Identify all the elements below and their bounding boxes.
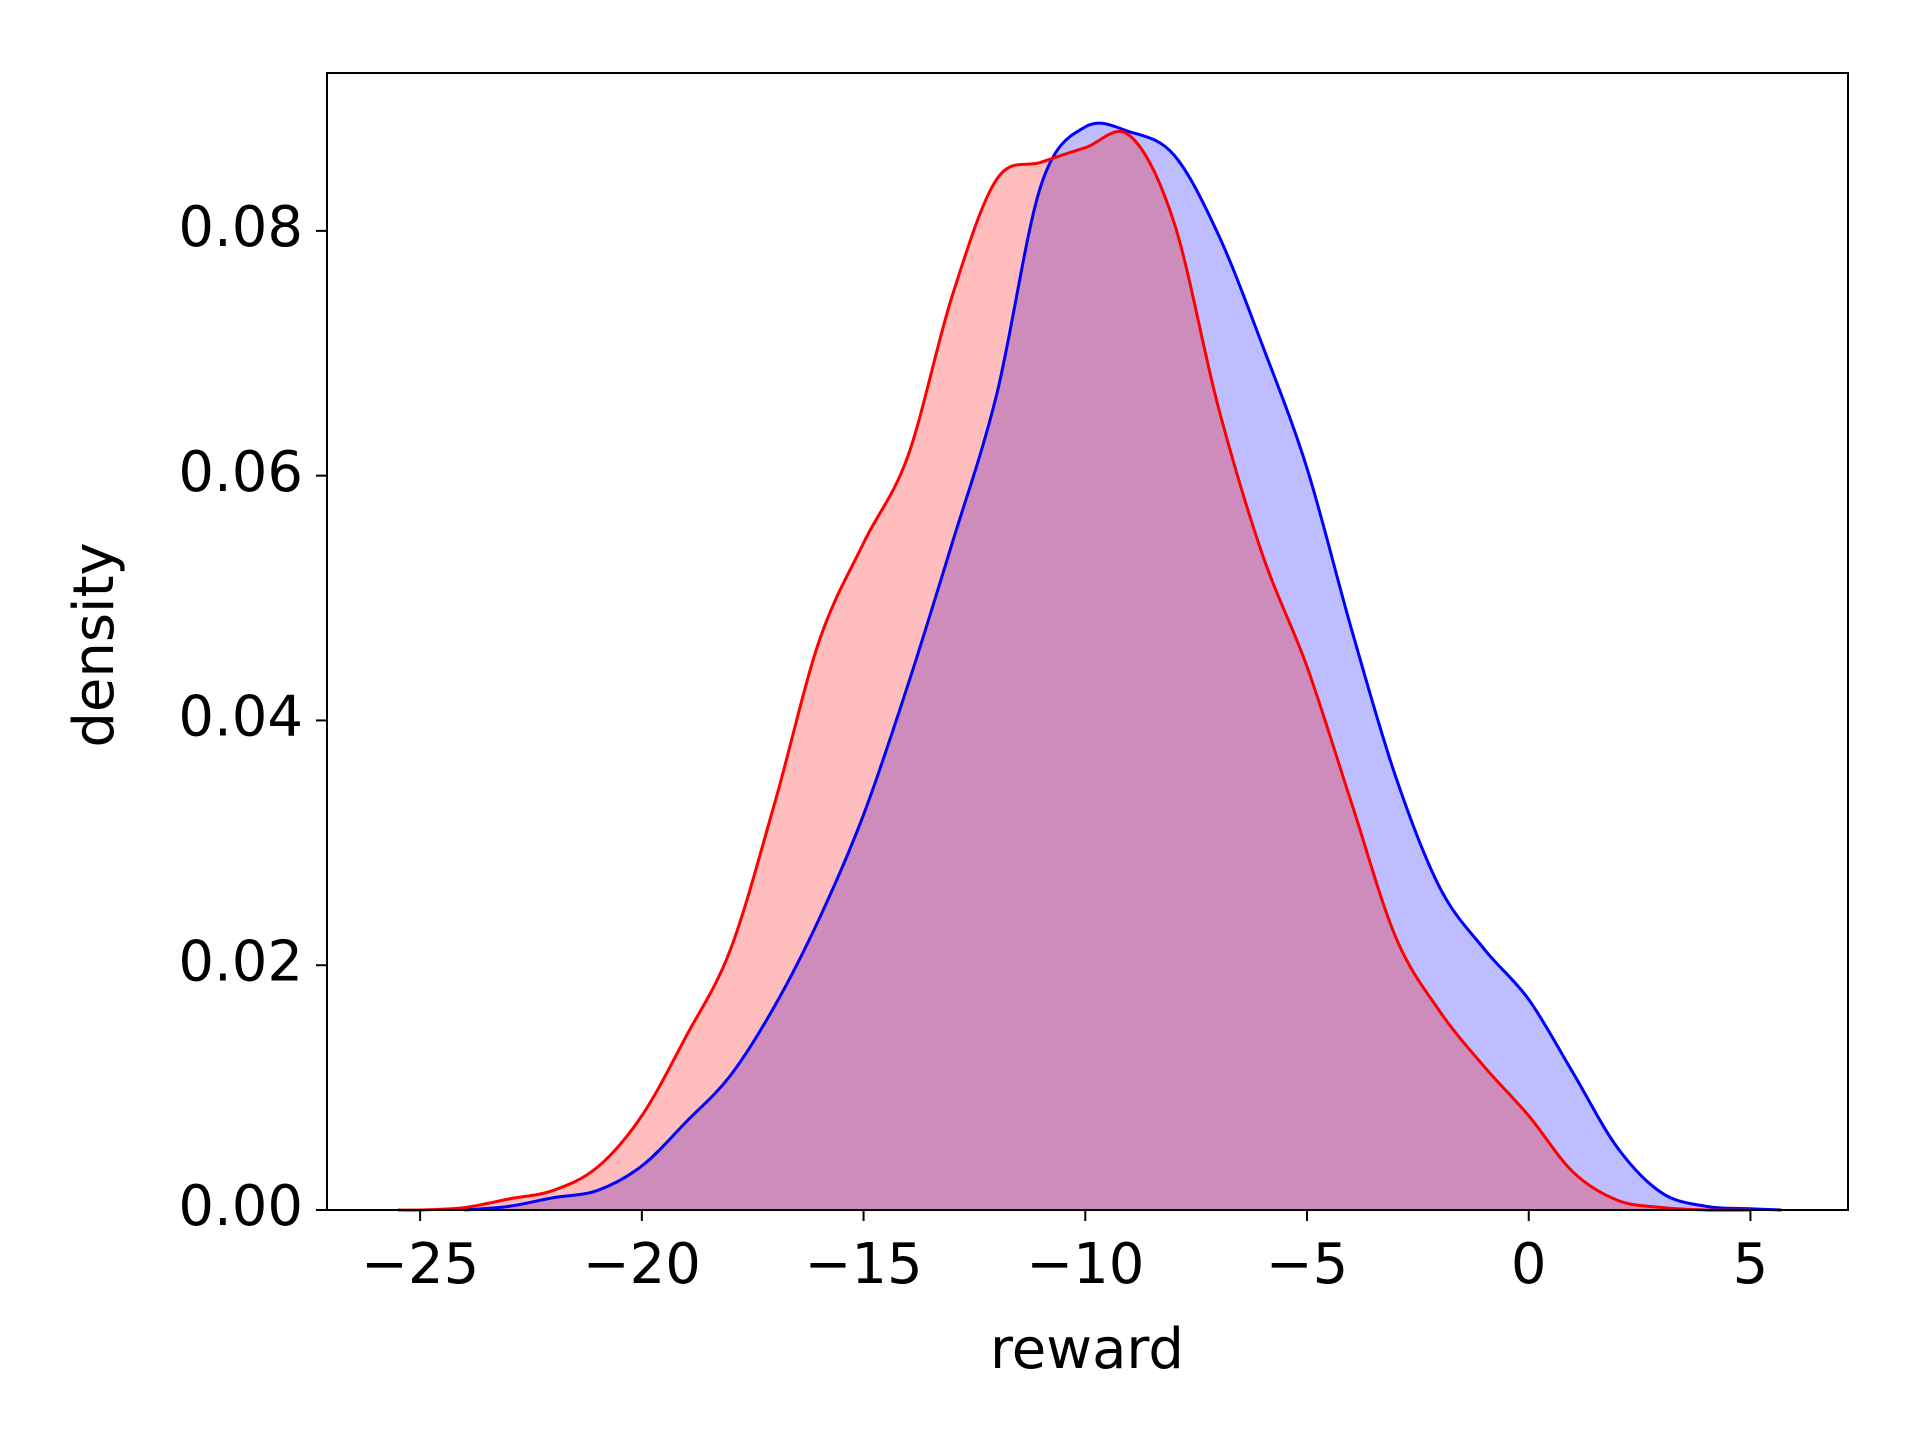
plot-frame — [326, 72, 1849, 1211]
x-tick-label: −10 — [1026, 1232, 1144, 1297]
x-tick-label: −20 — [583, 1232, 701, 1297]
x-tick-label: −25 — [361, 1232, 479, 1297]
density-area — [464, 123, 1782, 1211]
density-area — [397, 131, 1751, 1211]
y-tick-label: 0.08 — [178, 195, 303, 260]
y-tick-label: 0.02 — [178, 929, 303, 994]
y-tick-label: 0.04 — [178, 685, 303, 750]
x-tick-label: 0 — [1511, 1232, 1547, 1297]
x-tick-label: −15 — [804, 1232, 922, 1297]
x-tick-label: −5 — [1266, 1232, 1349, 1297]
x-axis-label: reward — [990, 1317, 1184, 1382]
density-line — [464, 121, 1782, 1212]
x-tick-label: 5 — [1733, 1232, 1769, 1297]
y-tick-label: 0.00 — [178, 1174, 303, 1239]
y-tick-label: 0.06 — [178, 440, 303, 505]
y-axis-label: density — [62, 542, 127, 747]
density-line — [397, 129, 1751, 1212]
